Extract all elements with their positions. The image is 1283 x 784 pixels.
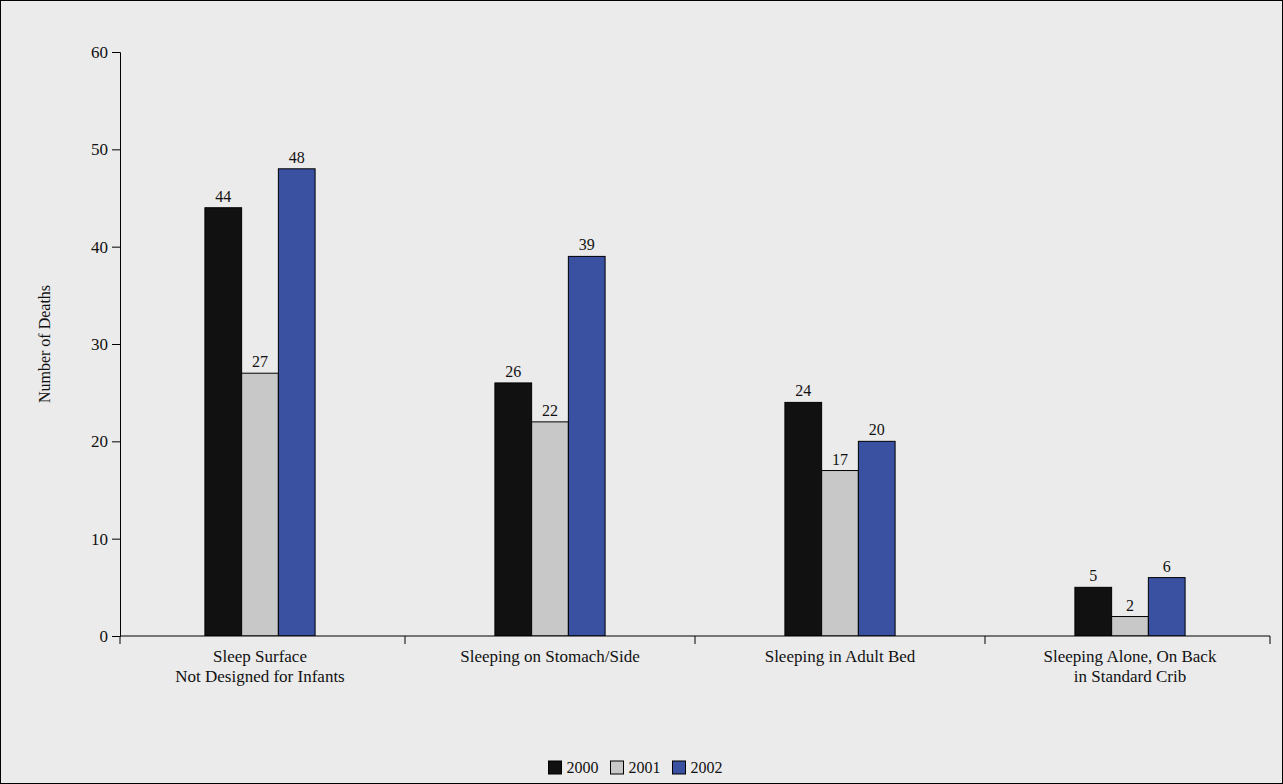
x-tick: Sleeping Alone, On Backin Standard Crib bbox=[1044, 636, 1217, 686]
bars bbox=[205, 169, 1185, 636]
bar bbox=[242, 373, 279, 636]
data-label: 24 bbox=[795, 382, 811, 399]
y-tick-mark bbox=[112, 344, 120, 345]
bar bbox=[495, 383, 532, 636]
chart: 4426245272217248392060102030405060Number… bbox=[0, 0, 1283, 784]
bar bbox=[822, 471, 859, 636]
y-axis: 0 10 20 30 40 50 60 bbox=[91, 43, 121, 646]
y-tick-label: 20 bbox=[91, 432, 108, 451]
legend-label: 2002 bbox=[691, 759, 723, 776]
bar bbox=[1075, 587, 1112, 636]
data-label: 6 bbox=[1163, 558, 1171, 575]
data-label: 26 bbox=[505, 363, 521, 380]
y-tick-label: 10 bbox=[91, 530, 108, 549]
legend: 2000 2001 2002 bbox=[549, 759, 723, 776]
bar bbox=[1148, 578, 1185, 636]
category-separator bbox=[985, 636, 986, 644]
legend-swatch bbox=[673, 761, 686, 774]
y-tick: 20 bbox=[91, 432, 120, 451]
x-tick: Sleeping on Stomach/Side bbox=[460, 636, 639, 666]
y-tick-mark bbox=[112, 636, 120, 637]
bar bbox=[858, 441, 895, 636]
x-tick-label: Sleep SurfaceNot Designed for Infants bbox=[175, 647, 345, 686]
category-separator bbox=[695, 636, 696, 644]
bar bbox=[1112, 617, 1149, 636]
legend-label: 2001 bbox=[629, 759, 661, 776]
data-label: 39 bbox=[579, 236, 595, 253]
background bbox=[1, 1, 1283, 784]
x-tick: Sleep SurfaceNot Designed for Infants bbox=[175, 636, 345, 686]
legend-label: 2000 bbox=[567, 759, 599, 776]
data-label: 22 bbox=[542, 402, 558, 419]
data-label: 44 bbox=[215, 188, 231, 205]
y-tick: 40 bbox=[91, 238, 120, 257]
y-tick: 60 bbox=[91, 43, 120, 62]
data-label: 17 bbox=[832, 451, 848, 468]
legend-swatch bbox=[611, 761, 624, 774]
y-tick-mark bbox=[112, 247, 120, 248]
x-tick: Sleeping in Adult Bed bbox=[765, 636, 916, 666]
y-tick-label: 0 bbox=[100, 627, 109, 646]
y-tick-label: 40 bbox=[91, 238, 108, 257]
x-tick-label: Sleeping on Stomach/Side bbox=[460, 647, 639, 666]
category-separator bbox=[1270, 636, 1271, 644]
bar bbox=[785, 402, 822, 636]
bar bbox=[205, 208, 242, 636]
data-label: 48 bbox=[289, 149, 305, 166]
x-tick-label: Sleeping in Adult Bed bbox=[765, 647, 916, 666]
legend-swatch bbox=[549, 761, 562, 774]
category-separator bbox=[405, 636, 406, 644]
data-labels: 44 26 24 5 27 22 17 2 48 39 20 6 bbox=[215, 149, 1170, 614]
x-axis: Sleep SurfaceNot Designed for Infants Sle… bbox=[120, 636, 1270, 686]
bar bbox=[568, 256, 605, 636]
data-label: 2 bbox=[1126, 597, 1134, 614]
y-tick-mark bbox=[112, 539, 120, 540]
y-axis-title: Number of Deaths bbox=[36, 285, 53, 403]
y-axis-line bbox=[112, 53, 121, 637]
y-tick: 30 bbox=[91, 335, 120, 354]
y-tick-label: 60 bbox=[91, 43, 108, 62]
y-tick: 0 bbox=[100, 627, 121, 646]
category-separator bbox=[120, 636, 121, 644]
data-label: 5 bbox=[1089, 567, 1097, 584]
y-tick: 50 bbox=[91, 140, 120, 159]
y-tick-mark bbox=[112, 52, 120, 53]
y-tick-mark bbox=[112, 441, 120, 442]
y-tick: 10 bbox=[91, 530, 120, 549]
y-tick-mark bbox=[112, 149, 120, 150]
x-tick-label: Sleeping Alone, On Backin Standard Crib bbox=[1044, 647, 1217, 686]
y-tick-label: 50 bbox=[91, 140, 108, 159]
data-label: 27 bbox=[252, 353, 268, 370]
bar bbox=[532, 422, 569, 636]
bar bbox=[278, 169, 315, 636]
data-label: 20 bbox=[869, 421, 885, 438]
y-tick-label: 30 bbox=[91, 335, 108, 354]
